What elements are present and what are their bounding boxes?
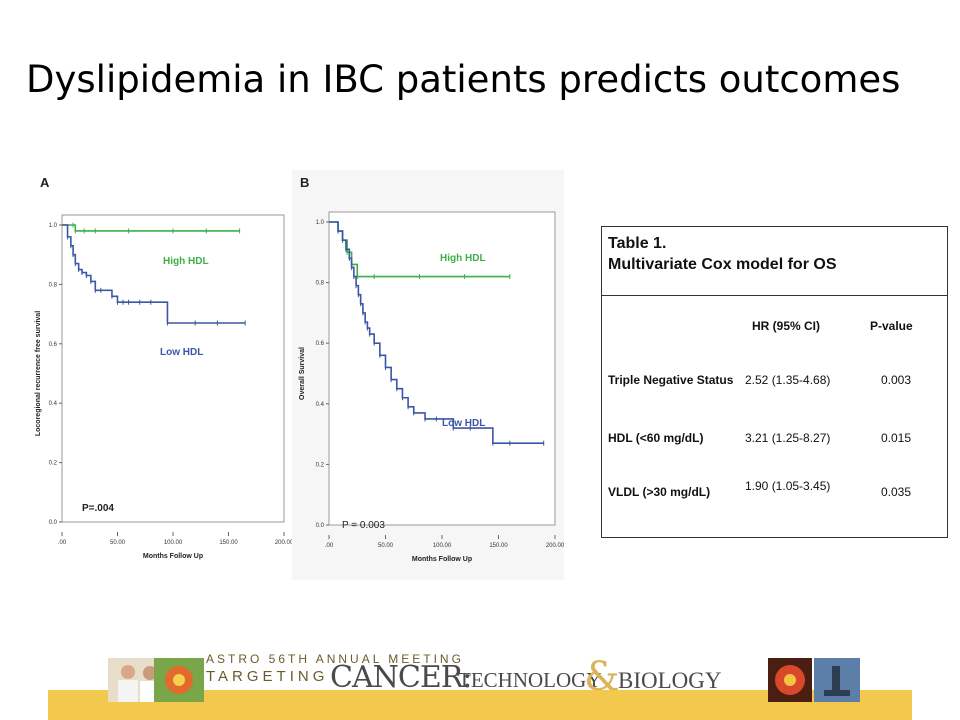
y-tick-label: 1.0 [49, 223, 58, 229]
row-variable: HDL (<60 mg/dL) [608, 431, 704, 445]
x-axis-label: Months Follow Up [143, 553, 203, 560]
y-tick-label: 0.6 [49, 342, 58, 348]
y-tick-label: 0.8 [316, 281, 325, 287]
x-tick-label: 200.00 [546, 543, 564, 549]
slide-title: Dyslipidemia in IBC patients predicts ou… [26, 58, 901, 101]
header-hr: HR (95% CI) [752, 319, 821, 333]
banner-biology: BIOLOGY [618, 668, 722, 693]
high-hdl-curve [62, 224, 240, 232]
x-tick-label: 200.00 [275, 540, 292, 546]
km-chart-lrfs: A 0.0 0.2 0.4 0.6 0.8 1.0 .00 50.00 100.00 150.00 2… [32, 170, 292, 580]
plot-area [328, 211, 556, 526]
high-hdl-label: High HDL [440, 253, 486, 264]
panel-letter: B [300, 175, 309, 190]
x-tick-label: 100.00 [164, 540, 183, 546]
row-hr: 3.21 (1.25-8.27) [745, 431, 831, 445]
table-title: Table 1. Multivariate Cox model for OS [608, 233, 836, 275]
y-tick-label: 0.8 [49, 282, 58, 288]
km-chart-lrfs-svg: A 0.0 0.2 0.4 0.6 0.8 1.0 .00 50.00 100.00 150.00 2… [35, 175, 292, 560]
km-chart-os-svg: B 0.0 0.2 0.4 0.6 0.8 1.0 .00 50.00 100.00 150.00 2… [299, 175, 564, 563]
x-tick-label: .00 [325, 543, 334, 549]
y-tick-label: 0.4 [49, 401, 58, 407]
row-p: 0.015 [881, 431, 912, 445]
y-axis-label: Locoregional recurrence free survival [35, 311, 42, 436]
x-tick-label: 150.00 [219, 540, 238, 546]
header-p: P-value [870, 319, 913, 333]
row-hr: 2.52 (1.35-4.68) [745, 373, 831, 387]
low-hdl-label: Low HDL [442, 418, 485, 429]
panel-letter: A [40, 175, 50, 190]
y-tick-label: 1.0 [316, 220, 325, 226]
x-tick-label: 100.00 [433, 543, 452, 549]
row-variable: VLDL (>30 mg/dL) [608, 485, 711, 499]
y-tick-label: 0.0 [316, 523, 325, 529]
y-tick-label: 0.0 [49, 520, 58, 526]
table-title-line1: Table 1. [608, 235, 667, 252]
banner-technology: TECHNOLOGY [458, 668, 602, 692]
y-tick-label: 0.2 [316, 462, 325, 468]
table-title-line2: Multivariate Cox model for OS [608, 256, 837, 273]
p-value-annotation: P = 0.003 [342, 520, 385, 531]
plot-area [61, 214, 285, 523]
p-value-annotation: P=.004 [82, 503, 114, 514]
doctor-photo-icon [108, 658, 170, 702]
x-axis-label: Months Follow Up [412, 556, 472, 563]
banner-meeting: ASTRO 56TH ANNUAL MEETING [206, 652, 464, 666]
x-tick-label: 150.00 [489, 543, 508, 549]
row-variable: Triple Negative Status [608, 373, 734, 387]
low-hdl-label: Low HDL [160, 347, 203, 358]
x-tick-label: .00 [58, 540, 67, 546]
cell-image-icon [154, 658, 204, 702]
km-chart-os: B 0.0 0.2 0.4 0.6 0.8 1.0 .00 50.00 100.00 150.00 2… [292, 170, 564, 580]
conference-banner: ASTRO 56TH ANNUAL MEETING TARGETING CANC… [48, 648, 912, 720]
table-rule [602, 295, 947, 296]
high-hdl-label: High HDL [163, 256, 209, 267]
y-axis-label: Overall Survival [299, 347, 306, 400]
row-p: 0.035 [881, 485, 912, 499]
banner-targeting: TARGETING [206, 668, 329, 685]
cox-model-table: Table 1. Multivariate Cox model for OS H… [601, 226, 948, 538]
row-hr: 1.90 (1.05-3.45) [745, 479, 831, 493]
banner-cancer: CANCER: [330, 660, 472, 695]
tumor-cell-icon [768, 658, 812, 702]
x-tick-label: 50.00 [110, 540, 126, 546]
microscope-photo-icon [814, 658, 860, 702]
y-tick-label: 0.4 [316, 402, 325, 408]
x-tick-label: 50.00 [378, 543, 394, 549]
y-tick-label: 0.6 [316, 341, 325, 347]
row-p: 0.003 [881, 373, 912, 387]
banner-ampersand: & [584, 654, 620, 700]
y-tick-label: 0.2 [49, 461, 58, 467]
